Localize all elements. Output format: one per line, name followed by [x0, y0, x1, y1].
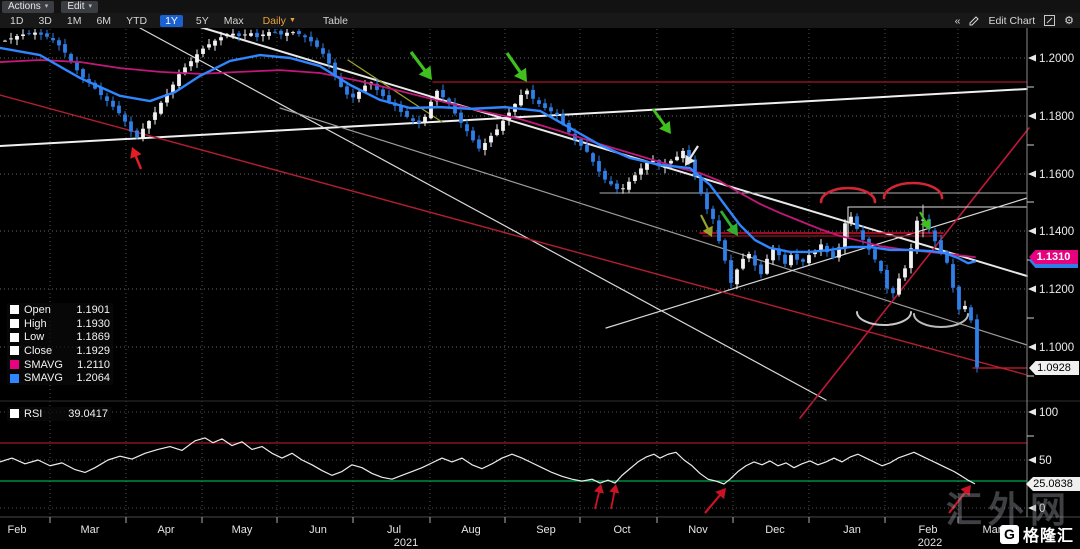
actions-menu[interactable]: Actions ▾ [2, 0, 55, 13]
svg-text:0: 0 [1039, 503, 1045, 515]
g-logo-icon: G [999, 524, 1019, 544]
legend-row-open: Open 1.1901 [7, 303, 113, 317]
smavg-blue-value: 1.2064 [76, 372, 110, 385]
rsi-legend: RSI 39.0417 [7, 407, 111, 421]
range-1m[interactable]: 1M [66, 14, 82, 27]
svg-text:2021: 2021 [394, 537, 418, 549]
svg-text:Jan: Jan [843, 524, 861, 536]
svg-text:Nov: Nov [688, 524, 708, 536]
rsi-badge-value: 25.0838 [1033, 478, 1073, 490]
legend-row-close: Close 1.1929 [7, 344, 113, 358]
legend-row-low: Low 1.1869 [7, 330, 113, 344]
open-swatch [10, 305, 19, 315]
chevron-down-icon: ▼ [288, 17, 296, 24]
rsi-swatch [10, 409, 19, 419]
svg-text:50: 50 [1039, 455, 1052, 467]
svg-text:1.1400: 1.1400 [1039, 226, 1074, 238]
low-value: 1.1869 [76, 331, 110, 344]
rsi-label: RSI [24, 407, 43, 420]
svg-text:May: May [232, 524, 253, 536]
svg-text:Apr: Apr [157, 524, 174, 536]
svg-text:1.2000: 1.2000 [1039, 53, 1074, 65]
smavg-magenta-axis-badge: 1.1310 [1029, 250, 1078, 264]
smavg-magenta-value: 1.2110 [77, 358, 110, 371]
toolbar-right: « Edit Chart ⚙ [955, 13, 1074, 28]
high-label: High [24, 317, 47, 330]
last-price-badge: 1.0928 [1029, 361, 1079, 375]
range-max[interactable]: Max [223, 14, 244, 27]
range-1d[interactable]: 1D [10, 14, 24, 27]
rsi-value: 39.0417 [68, 407, 108, 420]
svg-text:汇外网: 汇外网 [946, 490, 1072, 531]
edit-menu[interactable]: Edit ▾ [61, 0, 99, 13]
svg-text:1.1600: 1.1600 [1039, 169, 1074, 181]
rsi-legend-row: RSI 39.0417 [7, 407, 111, 421]
low-swatch [10, 332, 19, 342]
smavg-magenta-axis-value: 1.1310 [1036, 251, 1071, 263]
close-swatch [10, 346, 19, 356]
svg-text:Dec: Dec [765, 524, 785, 536]
chevron-down-icon: ▾ [88, 2, 93, 10]
range-bar: 1D 3D 1M 6M YTD 1Y 5Y Max Daily ▼ Table … [0, 13, 1080, 28]
close-value: 1.1929 [76, 344, 110, 357]
high-swatch [10, 319, 19, 329]
svg-text:Jul: Jul [387, 524, 401, 536]
svg-text:1.1800: 1.1800 [1039, 111, 1074, 123]
svg-text:Jun: Jun [309, 524, 327, 536]
svg-text:100: 100 [1039, 407, 1058, 419]
svg-text:Sep: Sep [536, 524, 556, 536]
svg-text:1.1200: 1.1200 [1039, 284, 1074, 296]
ohlc-legend: Open 1.1901 High 1.1930 Low 1.1869 Close… [7, 303, 113, 386]
svg-text:1.1000: 1.1000 [1039, 342, 1074, 354]
svg-text:Oct: Oct [613, 524, 630, 536]
svg-text:Feb: Feb [919, 524, 938, 536]
pencil-icon[interactable] [969, 15, 980, 26]
range-ytd[interactable]: YTD [126, 14, 148, 27]
smavg-magenta-swatch [10, 360, 19, 370]
legend-row-high: High 1.1930 [7, 317, 113, 331]
legend-row-smavg-magenta: SMAVG 1.2110 [7, 358, 113, 372]
high-value: 1.1930 [76, 317, 110, 330]
settings-gear-icon[interactable]: ⚙ [1064, 15, 1074, 27]
period-label: Daily [262, 14, 286, 27]
legend-row-smavg-blue: SMAVG 1.2064 [7, 371, 113, 385]
svg-text:Mar: Mar [983, 524, 1002, 536]
low-label: Low [24, 331, 45, 344]
toolbar: Actions ▾ Edit ▾ 1D 3D 1M 6M YTD 1Y 5Y M… [0, 0, 1080, 28]
edit-menu-label: Edit [67, 0, 85, 12]
svg-text:Feb: Feb [8, 524, 27, 536]
range-6m[interactable]: 6M [96, 14, 112, 27]
actions-menu-label: Actions [8, 0, 41, 12]
chevron-down-icon: ▾ [44, 2, 49, 10]
gelonghui-logo: G 格隆汇 [999, 522, 1074, 546]
range-5y[interactable]: 5Y [195, 14, 209, 27]
period-select[interactable]: Daily ▼ [263, 15, 296, 27]
range-1y-selected[interactable]: 1Y [160, 14, 183, 27]
brand-text: 格隆汇 [1022, 526, 1074, 545]
smavg-blue-swatch [10, 373, 19, 383]
annotate-icon[interactable] [1044, 15, 1056, 26]
table-button[interactable]: Table [322, 14, 348, 27]
range-3d[interactable]: 3D [38, 14, 52, 27]
smavg-magenta-label: SMAVG [24, 358, 63, 371]
last-price-value: 1.0928 [1037, 362, 1071, 374]
edit-chart-button[interactable]: Edit Chart [988, 14, 1036, 27]
svg-text:Aug: Aug [461, 524, 481, 536]
close-label: Close [24, 344, 53, 357]
svg-text:2022: 2022 [918, 537, 942, 549]
open-label: Open [24, 303, 51, 316]
collapse-panel-icon[interactable]: « [954, 14, 961, 27]
rsi-value-badge: 25.0838 [1026, 477, 1080, 491]
smavg-blue-label: SMAVG [24, 372, 63, 385]
svg-text:Mar: Mar [81, 524, 100, 536]
open-value: 1.1901 [76, 303, 110, 316]
menu-bar: Actions ▾ Edit ▾ [0, 0, 1080, 13]
